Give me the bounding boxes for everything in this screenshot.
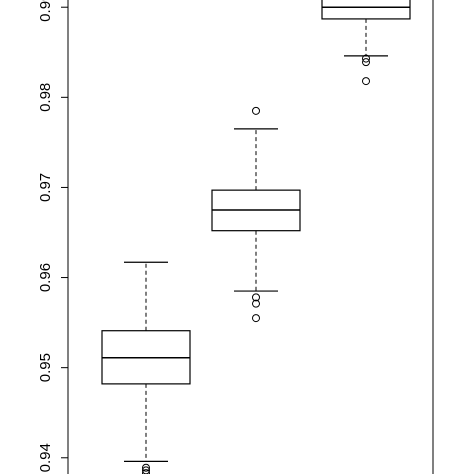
y-tick-label: 0.94 — [37, 443, 54, 472]
outlier-point — [252, 299, 260, 308]
outlier-point — [362, 58, 370, 67]
outlier-point — [142, 463, 150, 472]
boxes — [101, 0, 411, 474]
outlier-point — [362, 54, 370, 63]
outlier-point — [142, 469, 150, 474]
box-group — [321, 0, 411, 86]
y-tick-label: 0.97 — [37, 173, 54, 202]
outlier-point — [252, 293, 260, 302]
box-group — [211, 106, 301, 323]
iqr-box — [321, 0, 411, 20]
y-axis: 0.94 0.95 0.96 0.97 0.98 0.99 — [37, 0, 68, 472]
y-tick-label: 0.99 — [37, 0, 54, 22]
y-tick-label: 0.98 — [37, 83, 54, 112]
plot-frame — [67, 0, 434, 474]
outlier-point — [252, 314, 260, 323]
outlier-point — [252, 106, 260, 115]
plot-area — [67, 0, 434, 474]
y-tick-label: 0.95 — [37, 353, 54, 382]
outlier-point — [362, 77, 370, 86]
y-tick-label: 0.96 — [37, 263, 54, 292]
box-group — [101, 261, 191, 474]
